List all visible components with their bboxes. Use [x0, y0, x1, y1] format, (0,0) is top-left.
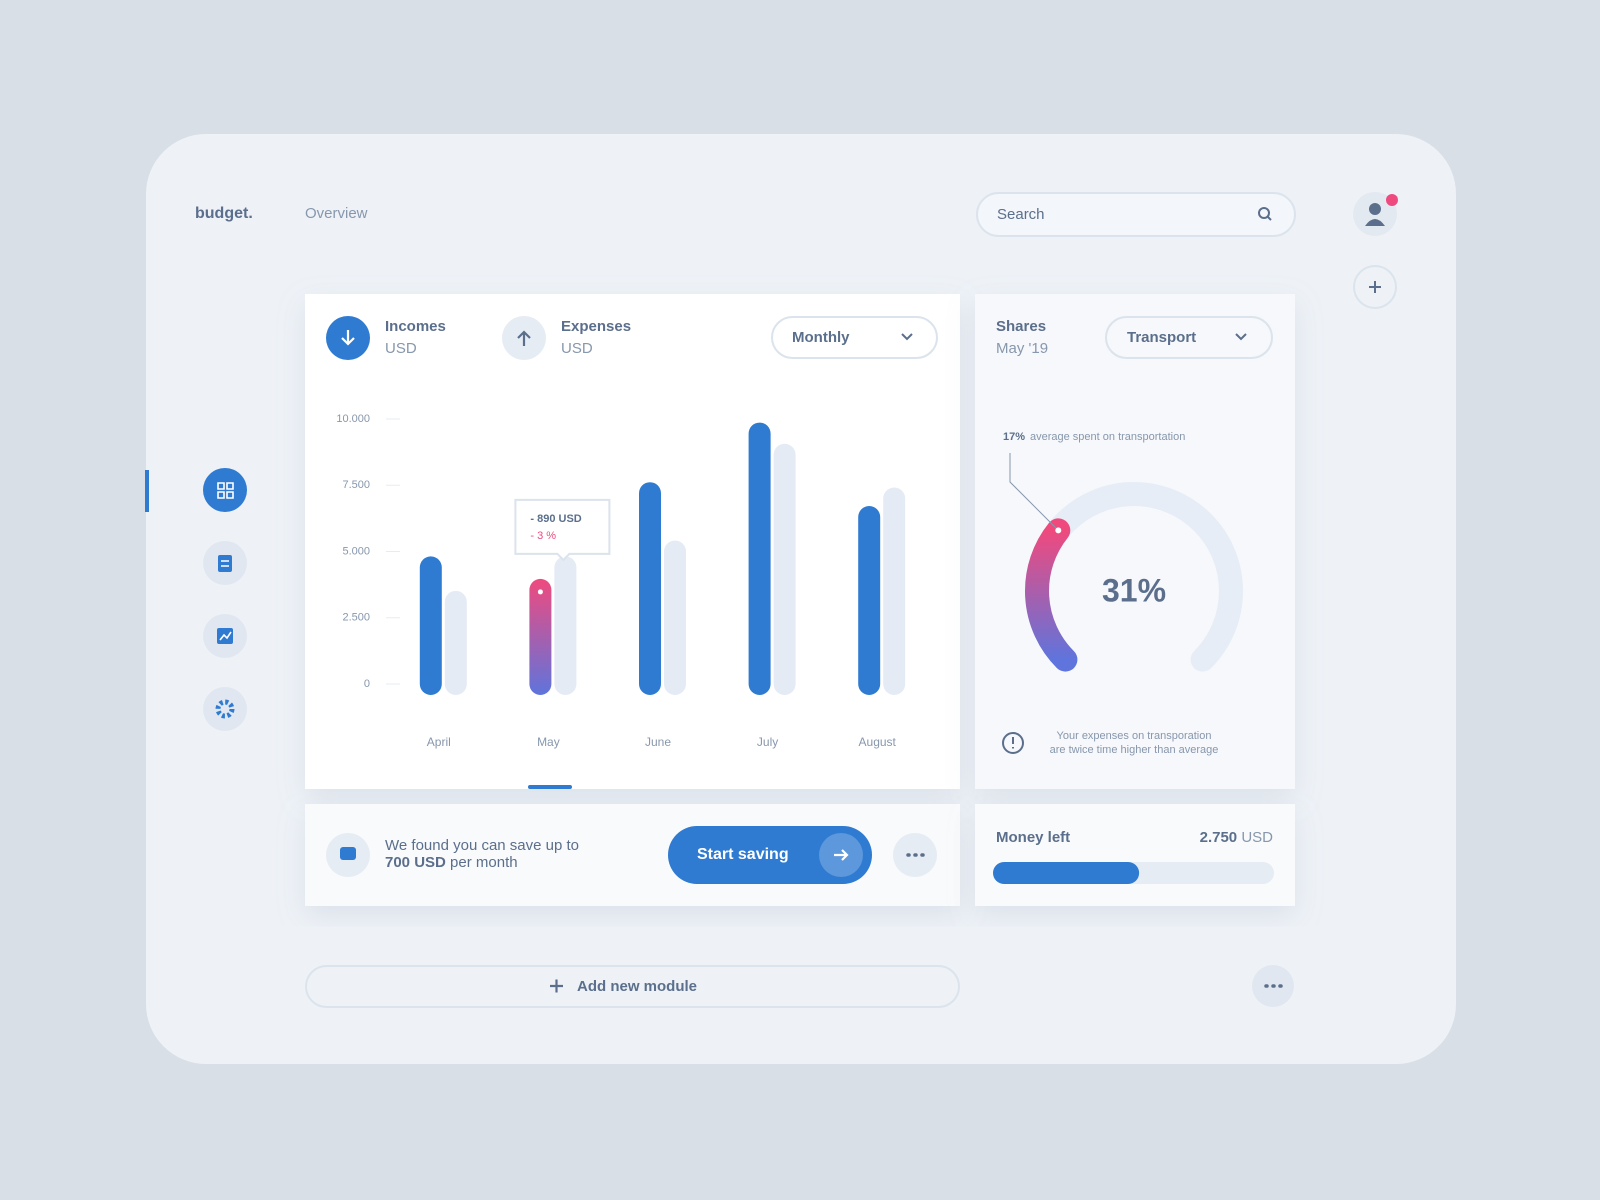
bar [419, 556, 442, 695]
bar [858, 506, 881, 695]
chevron [901, 333, 913, 341]
add-module-label: Add new module [577, 978, 697, 995]
arrow-right [834, 849, 849, 861]
category-dropdown[interactable] [1105, 316, 1273, 359]
plus-icon [550, 979, 563, 993]
plus-icon [1369, 281, 1381, 293]
stats-icon-line [219, 631, 232, 641]
search-icon-handle [1267, 216, 1272, 221]
y-tick-label: 7.500 [342, 479, 370, 491]
avatar-head [1369, 203, 1381, 215]
highlight-dot [537, 589, 543, 595]
y-tick-label: 2.500 [342, 612, 370, 624]
x-tick-label: June [645, 735, 671, 749]
progress-fill [993, 862, 1140, 884]
legend-incomes: Incomes [385, 318, 446, 335]
nav-dashboard[interactable] [203, 468, 247, 512]
money-left-unit: USD [1241, 829, 1273, 846]
money-card [975, 804, 1295, 906]
bar [639, 482, 661, 695]
info-icon [1002, 732, 1024, 754]
gauge-end-dot [1055, 527, 1062, 534]
notification-dot [1386, 194, 1398, 206]
documents-icon-lines [221, 560, 229, 567]
savings-amount: 700 USD [385, 854, 446, 871]
category-label: Transport [1127, 329, 1196, 346]
documents-icon [218, 555, 232, 572]
dashboard-icon [217, 482, 234, 499]
x-tick-label: May [537, 735, 560, 749]
message-icon [340, 847, 356, 860]
period-label: Monthly [792, 329, 850, 346]
search-placeholder: Search [997, 206, 1045, 223]
avatar-body [1365, 219, 1385, 226]
gauge-value-label: 31% [1102, 572, 1166, 608]
settings-icon [215, 699, 235, 719]
tooltip-box [514, 498, 611, 562]
search-box[interactable] [976, 192, 1296, 237]
expenses-unit: USD [561, 340, 593, 357]
y-tick-label: 0 [364, 678, 370, 690]
bar [748, 422, 771, 695]
add-module-button[interactable] [305, 965, 960, 1008]
bar [444, 590, 467, 695]
x-tick-label: August [859, 735, 897, 749]
logo[interactable]: budget. [195, 205, 253, 222]
savings-suffix: per month [450, 854, 518, 871]
y-tick-label: 5.000 [342, 545, 370, 557]
nav-overview[interactable]: Overview [305, 205, 368, 222]
money-left-value: 2.750 USD [1200, 829, 1274, 846]
legend-expenses: Expenses [561, 318, 631, 335]
shares-card [975, 294, 1295, 789]
active-indicator [145, 470, 149, 512]
period-dropdown[interactable] [771, 316, 938, 359]
gauge-arc [1025, 518, 1078, 672]
shares-subtitle: May '19 [996, 340, 1048, 357]
annotation-text: average spent on transportation [1030, 431, 1185, 443]
note-line: Your expenses on transporation [1057, 730, 1212, 742]
arrow-down [341, 330, 355, 346]
note-line: are twice time higher than average [1050, 744, 1219, 756]
tooltip-amount: - 890 USD [530, 513, 581, 525]
x-tick-label: July [757, 735, 778, 749]
money-left-amount: 2.750 [1200, 829, 1238, 846]
selected-month-indicator [528, 785, 572, 789]
bar [773, 443, 796, 695]
shares-title: Shares [996, 318, 1046, 335]
bar [529, 578, 552, 695]
bar [554, 556, 577, 695]
chart-card [305, 294, 960, 789]
bar [883, 487, 906, 695]
money-left-label: Money left [996, 829, 1070, 846]
incomes-unit: USD [385, 340, 417, 357]
savings-text: We found you can save up to [385, 837, 579, 854]
arrow-up [517, 330, 531, 346]
chevron [1235, 333, 1247, 341]
search-icon[interactable] [1258, 207, 1270, 219]
x-tick-label: April [427, 735, 451, 749]
bar [664, 540, 686, 695]
start-saving-button[interactable] [668, 826, 872, 884]
annotation-pointer [1009, 453, 1059, 531]
savings-line: 700 USD per month [385, 854, 518, 871]
nav-settings[interactable] [203, 687, 247, 731]
y-tick-label: 10.000 [336, 413, 370, 425]
button-label: Start saving [697, 846, 789, 863]
tooltip-change: - 3 % [530, 530, 556, 542]
annotation-value: 17% [1003, 431, 1025, 443]
